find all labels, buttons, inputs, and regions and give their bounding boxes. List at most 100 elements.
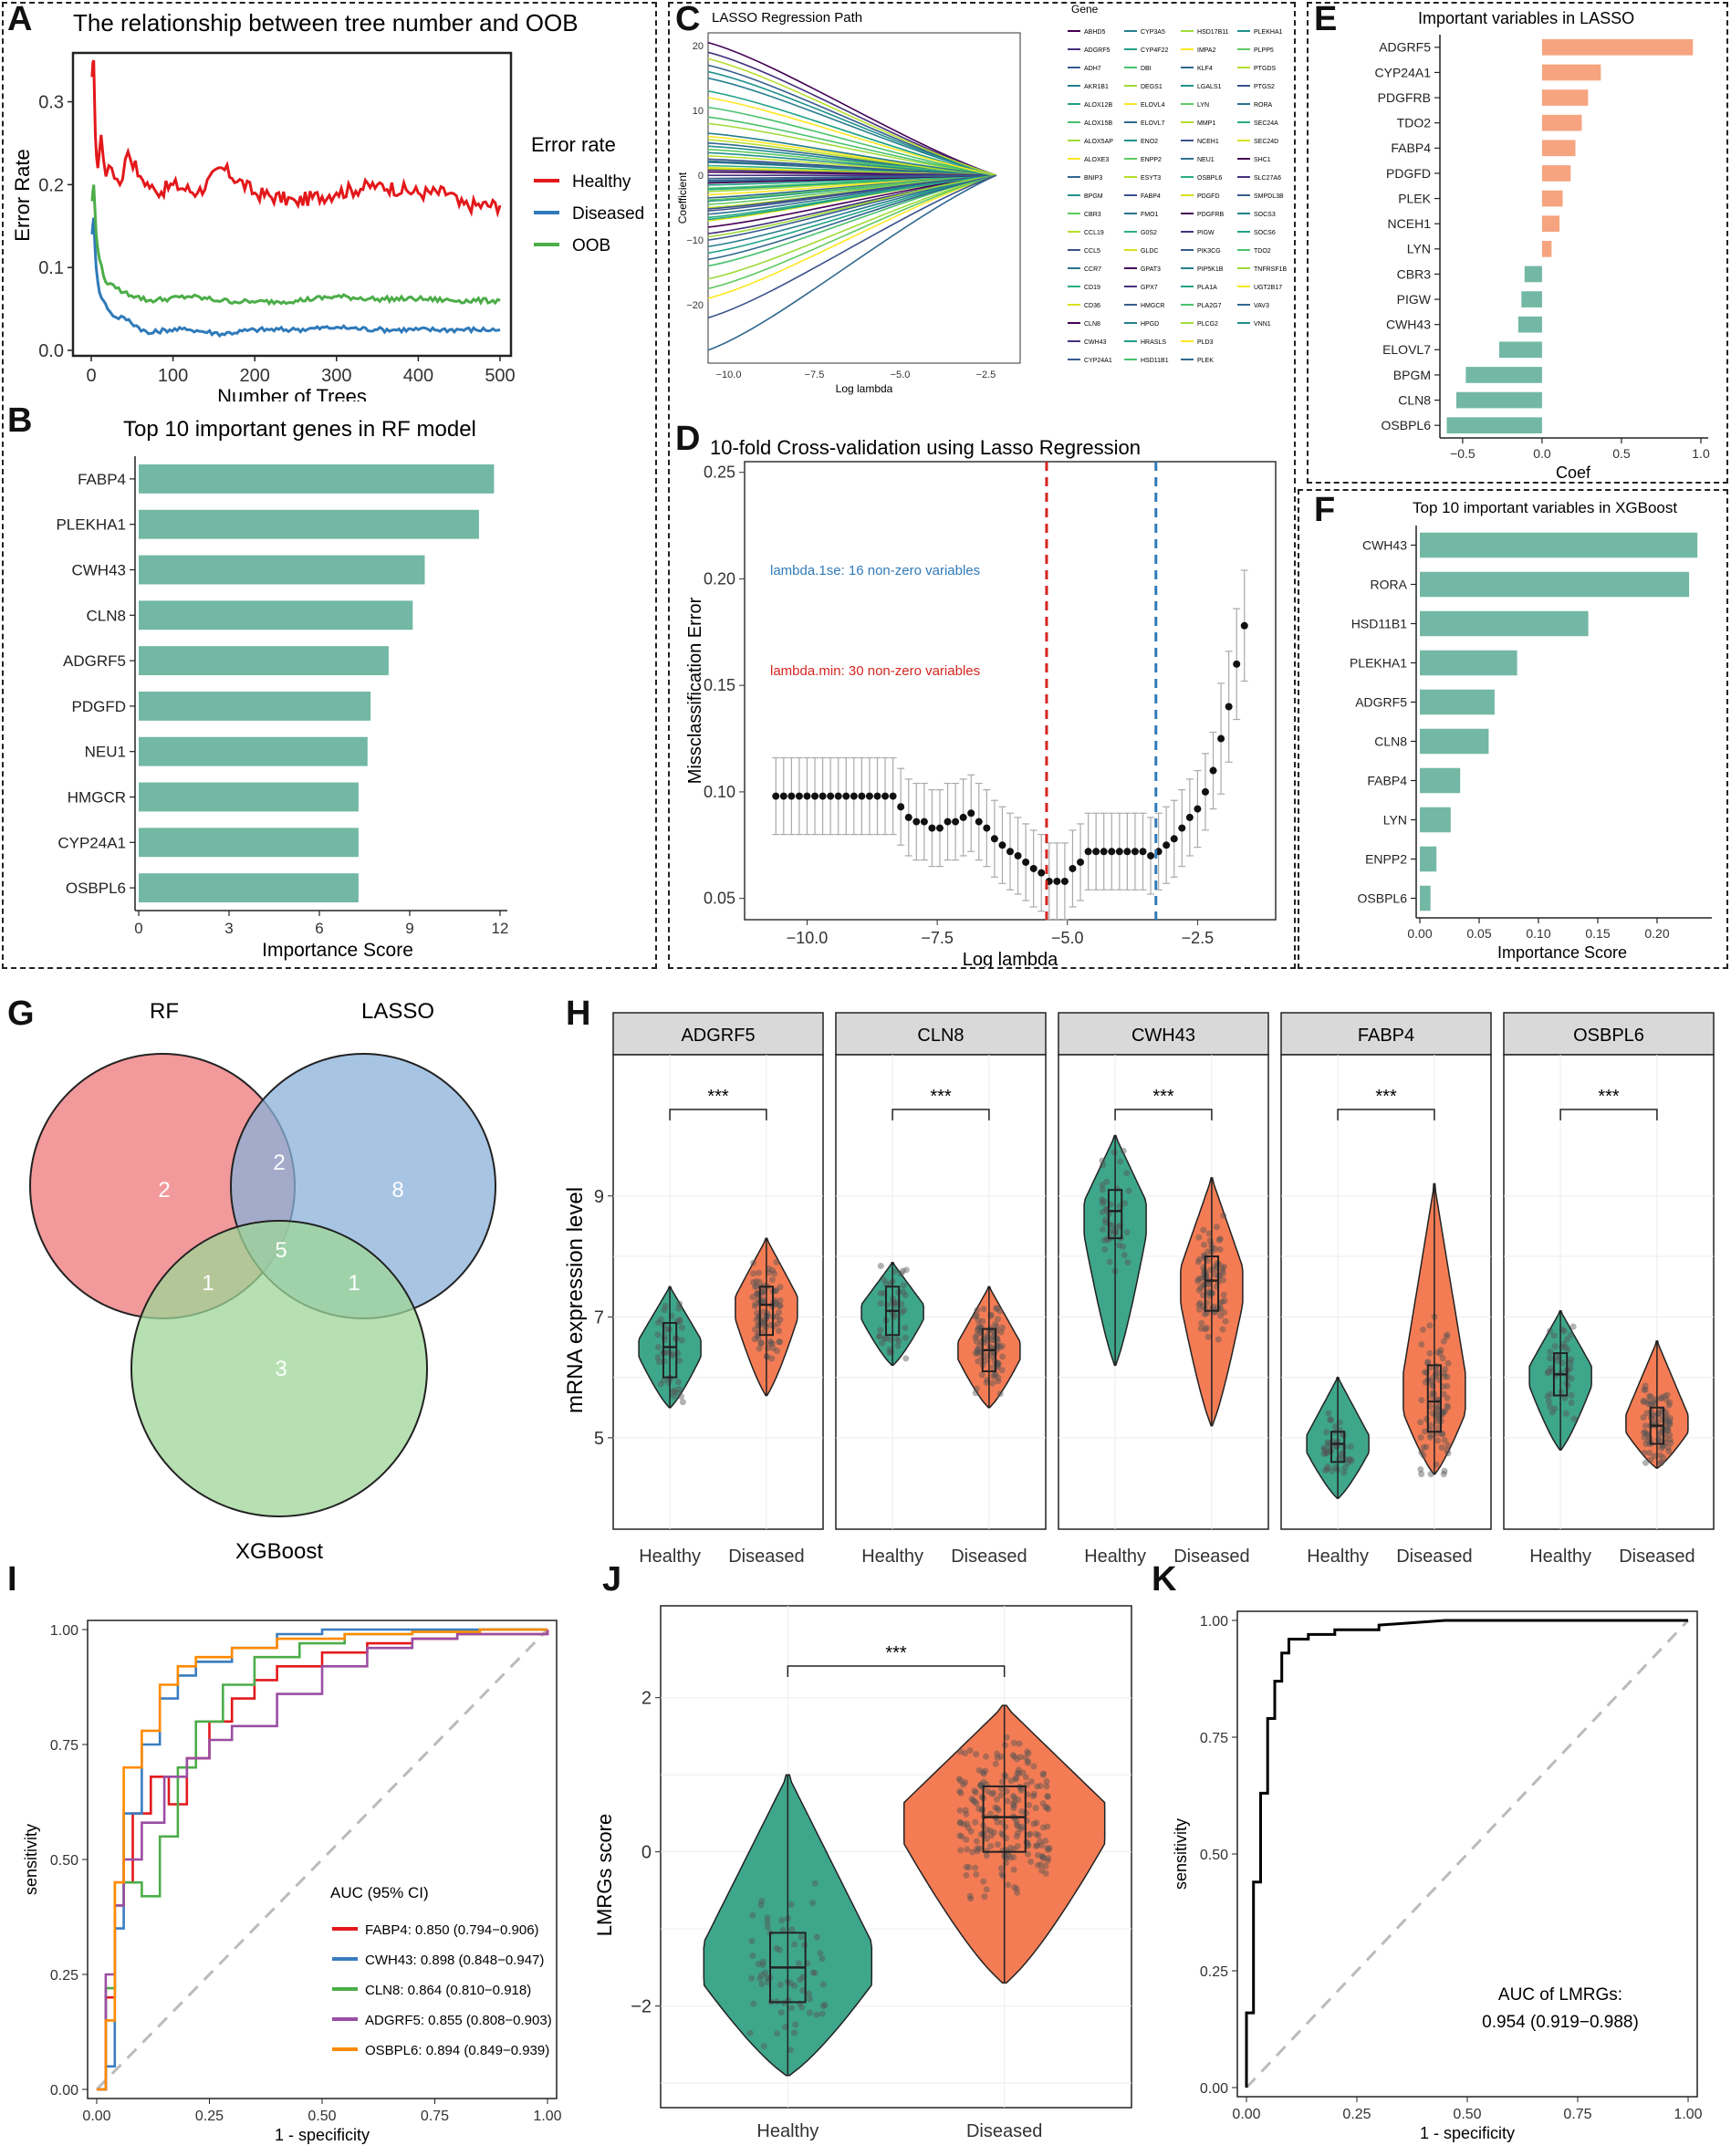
legend-label: FABP4: 0.850 (0.794−0.906) xyxy=(365,1922,539,1938)
x-tick-label: 0.15 xyxy=(1585,926,1610,941)
legend-gene: CD19 xyxy=(1084,285,1100,291)
jitter-point xyxy=(1099,1208,1106,1215)
y-tick-label: 10 xyxy=(693,106,704,117)
jitter-point xyxy=(1017,1826,1025,1833)
cv-point xyxy=(889,792,897,800)
chart-j-lmrgs-violin: −2 0 2 LMRGs score *** Healthy Diseased xyxy=(593,1605,1132,2141)
jitter-point xyxy=(1561,1394,1569,1401)
frame-a-b xyxy=(2,2,657,969)
category-label: PLEKHA1 xyxy=(56,516,126,534)
jitter-point xyxy=(956,1787,964,1795)
cv-point xyxy=(1014,851,1022,859)
jitter-point xyxy=(748,1974,756,1982)
x-tick-label: 0.75 xyxy=(421,2109,449,2124)
legend-gene: GLDC xyxy=(1141,248,1158,255)
jitter-point xyxy=(1112,1230,1120,1237)
jitter-point xyxy=(1324,1463,1331,1470)
jitter-point xyxy=(1006,1854,1014,1861)
jitter-point xyxy=(1004,1797,1011,1805)
jitter-point xyxy=(1650,1399,1657,1406)
jitter-point xyxy=(994,1750,1001,1757)
jitter-point xyxy=(1323,1465,1330,1473)
jitter-point xyxy=(881,1336,889,1343)
jitter-point xyxy=(1024,1757,1031,1765)
jitter-point xyxy=(963,1836,970,1843)
jitter-point xyxy=(654,1331,662,1338)
legend-gene: IMPA2 xyxy=(1197,47,1216,54)
legend-label: ADGRF5: 0.855 (0.808−0.903) xyxy=(365,2013,552,2028)
jitter-point xyxy=(973,1312,980,1319)
bar-osbpl6 xyxy=(139,873,359,903)
jitter-point xyxy=(1121,1252,1128,1259)
bar-pigw xyxy=(1521,291,1542,307)
jitter-point xyxy=(990,1828,997,1836)
jitter-point xyxy=(1016,1770,1023,1777)
jitter-point xyxy=(777,1338,784,1346)
jitter-point xyxy=(1347,1443,1354,1450)
cv-point xyxy=(842,792,850,800)
cv-point xyxy=(1217,734,1225,743)
jitter-point xyxy=(1195,1234,1203,1241)
bar-lyn xyxy=(1420,807,1451,833)
jitter-point xyxy=(1568,1391,1575,1399)
jitter-point xyxy=(964,1820,971,1828)
jitter-point xyxy=(1194,1276,1202,1283)
jitter-point xyxy=(657,1316,664,1323)
legend-gene: SHC1 xyxy=(1254,157,1271,163)
jitter-point xyxy=(971,1787,978,1795)
jitter-point xyxy=(982,1767,989,1775)
jitter-point xyxy=(994,1841,1001,1849)
jitter-point xyxy=(1341,1463,1349,1471)
jitter-point xyxy=(759,1288,766,1296)
jitter-point xyxy=(1027,1859,1035,1866)
category-label: RORA xyxy=(1371,577,1408,591)
bar-fabp4 xyxy=(139,463,495,494)
panel-label-j: J xyxy=(602,1560,622,1599)
jitter-point xyxy=(902,1292,909,1299)
x-tick-label: 0.0 xyxy=(1533,446,1551,461)
jitter-point xyxy=(1010,1753,1017,1760)
jitter-point xyxy=(1117,1158,1124,1165)
bar-bpgm xyxy=(1465,367,1542,383)
cv-point xyxy=(1209,766,1217,775)
cv-point xyxy=(1240,621,1248,630)
jitter-point xyxy=(1125,1187,1132,1194)
jitter-point xyxy=(1651,1453,1658,1460)
legend-gene: MMP1 xyxy=(1197,120,1215,127)
category-label: PDGFRB xyxy=(1378,90,1431,105)
legend-gene: SEC24A xyxy=(1254,120,1278,127)
jitter-point xyxy=(1039,1824,1047,1831)
x-tick-label: Healthy xyxy=(1529,1547,1591,1567)
y-tick-label: 0.25 xyxy=(1200,1964,1228,1980)
jitter-point xyxy=(877,1327,884,1334)
frame-f xyxy=(1298,489,1728,969)
cv-point xyxy=(881,792,890,800)
legend-gene: HMGCR xyxy=(1141,303,1164,309)
chart-title: 10-fold Cross-validation using Lasso Reg… xyxy=(710,436,1141,459)
jitter-point xyxy=(975,1845,983,1852)
jitter-point xyxy=(1033,1819,1040,1827)
jitter-point xyxy=(987,1810,995,1817)
jitter-point xyxy=(1444,1403,1452,1411)
bar-fabp4 xyxy=(1541,140,1576,157)
cv-point xyxy=(795,792,803,800)
bar-cwh43 xyxy=(1517,316,1542,333)
jitter-point xyxy=(679,1399,686,1406)
x-axis-label: 1 - specificity xyxy=(1420,2124,1515,2142)
jitter-point xyxy=(1641,1386,1648,1393)
category-label: PDGFD xyxy=(72,698,127,715)
x-tick-label: 200 xyxy=(240,366,270,386)
jitter-point xyxy=(758,1898,766,1905)
legend-gene: PIP5K1B xyxy=(1197,266,1224,273)
legend-gene: ADGRF5 xyxy=(1084,47,1111,54)
cv-point xyxy=(873,792,881,800)
x-tick-label: Healthy xyxy=(756,2121,819,2141)
jitter-point xyxy=(1012,1775,1019,1782)
legend-title: Gene xyxy=(1071,3,1099,16)
chart-title: Top 10 important variables in XGBoost xyxy=(1413,499,1677,516)
cv-point xyxy=(1115,848,1123,856)
significance-bracket xyxy=(1337,1109,1435,1120)
chart-title: Top 10 important genes in RF model xyxy=(123,417,476,442)
jitter-point xyxy=(1568,1356,1575,1363)
jitter-point xyxy=(817,1950,824,1957)
